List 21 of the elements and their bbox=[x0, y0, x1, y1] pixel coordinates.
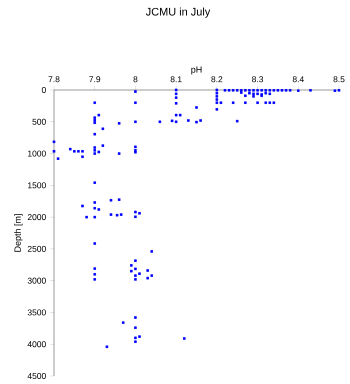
y-tick-label: 4500 bbox=[28, 373, 46, 379]
y-tick-label: 2000 bbox=[28, 214, 46, 220]
x-tick-label: 8.2 bbox=[211, 76, 222, 82]
y-axis-title: Depth [m] bbox=[14, 214, 23, 252]
y-tick-label: 0 bbox=[42, 87, 46, 93]
y-tick-label: 4000 bbox=[28, 341, 46, 348]
y-tick-label: 3500 bbox=[28, 309, 46, 316]
y-tick-label: 1000 bbox=[28, 150, 46, 157]
y-tick-label: 2500 bbox=[28, 246, 46, 252]
x-tick-label: 8.3 bbox=[252, 76, 264, 82]
x-tick-label: 8 bbox=[133, 76, 138, 82]
y-tick-label: 1500 bbox=[28, 182, 46, 188]
x-tick-label: 8.1 bbox=[170, 76, 182, 82]
x-tick-label: 7.9 bbox=[89, 76, 100, 82]
chart-title: JCMU in July bbox=[146, 8, 210, 18]
x-tick-label: 8.4 bbox=[292, 76, 304, 82]
y-tick-label: 3000 bbox=[28, 278, 46, 284]
x-tick-label: 8.5 bbox=[333, 76, 345, 82]
y-tick-label: 500 bbox=[32, 118, 46, 125]
x-tick-label: 7.8 bbox=[48, 76, 60, 82]
x-axis-title: pH bbox=[191, 66, 202, 74]
